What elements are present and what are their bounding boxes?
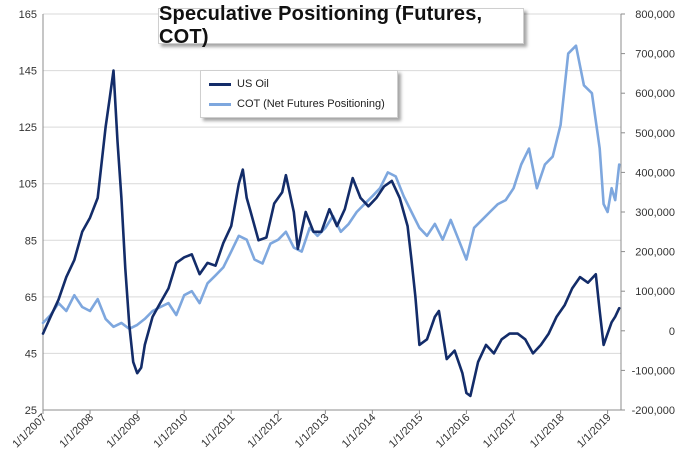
left-tick-label: 45	[25, 348, 37, 360]
right-tick-label: 300,000	[635, 207, 675, 219]
chart-title-box: Speculative Positioning (Futures, COT)	[158, 3, 524, 48]
x-tick-label: 1/1/2014	[340, 412, 379, 451]
left-tick-label: 145	[19, 66, 37, 78]
x-tick-label: 1/1/2013	[293, 412, 332, 451]
left-tick-label: 105	[19, 179, 37, 191]
legend-swatch-cot	[209, 102, 231, 106]
x-tick-label: 1/1/2010	[152, 412, 191, 451]
x-tick-label: 1/1/2015	[387, 412, 426, 451]
right-tick-label: 600,000	[635, 88, 675, 100]
left-tick-label: 125	[19, 122, 37, 134]
right-tick-label: 500,000	[635, 128, 675, 140]
right-tick-label: 700,000	[635, 49, 675, 61]
x-tick-label: 1/1/2011	[199, 412, 237, 450]
left-tick-label: 165	[19, 9, 37, 21]
x-tick-label: 1/1/2009	[105, 412, 144, 451]
left-tick-label: 85	[25, 235, 37, 247]
axes	[42, 13, 625, 414]
legend-item-cot: COT (Net Futures Positioning)	[209, 96, 385, 112]
right-tick-label: 400,000	[635, 167, 675, 179]
x-tick-label: 1/1/2012	[246, 412, 285, 451]
x-tick-label: 1/1/2008	[57, 412, 96, 451]
legend: US Oil COT (Net Futures Positioning)	[200, 70, 398, 118]
x-tick-label: 1/1/2007	[10, 412, 49, 451]
x-tick-label: 1/1/2018	[528, 412, 567, 451]
gridlines	[43, 13, 621, 411]
right-axis-tick-labels: -200,000 -100,000 0 100,000 200,000 300,000 40…	[632, 9, 675, 417]
x-axis-tick-labels: 1/1/2007 1/1/2008 1/1/2009 1/1/2010 1/1/2011…	[10, 412, 613, 451]
right-tick-label: -100,000	[632, 365, 675, 377]
right-tick-label: -200,000	[632, 405, 675, 417]
series-line-us-oil	[41, 69, 621, 398]
legend-swatch-us-oil	[209, 82, 231, 86]
legend-item-us-oil: US Oil	[209, 76, 269, 92]
right-tick-label: 0	[669, 326, 675, 338]
left-axis-tick-labels: 25 45 65 85 105 125 145 165	[19, 9, 37, 417]
left-tick-label: 65	[25, 292, 37, 304]
x-tick-label: 1/1/2016	[434, 412, 473, 451]
chart-title: Speculative Positioning (Futures, COT)	[159, 3, 483, 48]
legend-label-us-oil: US Oil	[237, 78, 269, 90]
x-tick-label: 1/1/2019	[575, 412, 614, 451]
legend-label-cot: COT (Net Futures Positioning)	[237, 98, 385, 110]
right-tick-label: 800,000	[635, 9, 675, 21]
left-tick-label: 25	[25, 405, 37, 417]
right-tick-label: 100,000	[635, 286, 675, 298]
series-lines	[41, 44, 621, 398]
right-tick-label: 200,000	[635, 247, 675, 259]
x-tick-label: 1/1/2017	[481, 412, 520, 451]
series-line-cot	[41, 44, 621, 331]
